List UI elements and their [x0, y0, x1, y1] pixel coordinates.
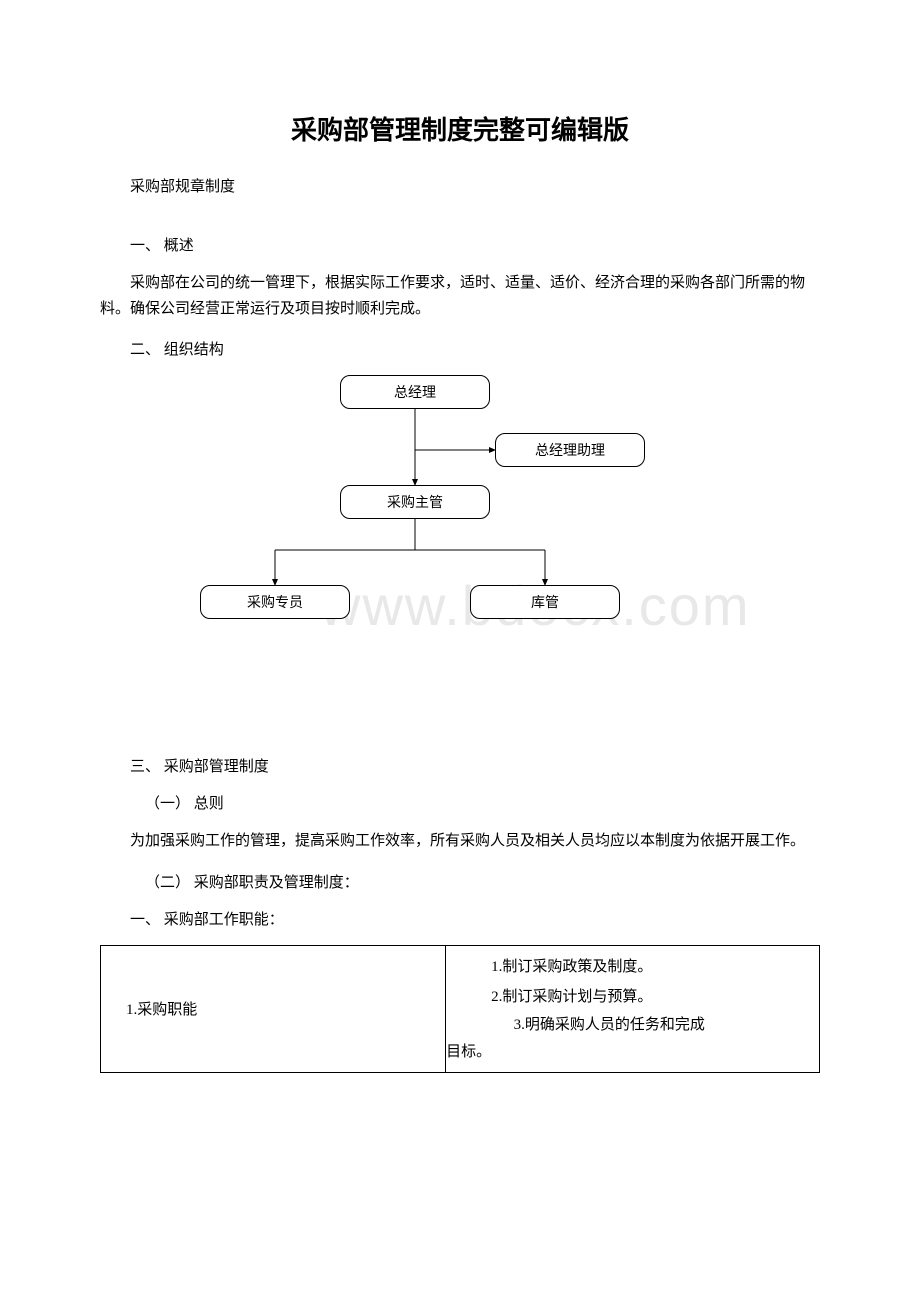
- section-3-sub3: 一、 采购部工作职能：: [100, 908, 820, 929]
- section-1-heading: 一、 概述: [100, 234, 820, 255]
- section-2-heading: 二、 组织结构: [100, 338, 820, 359]
- section-3-sub1: （一） 总则: [100, 792, 820, 813]
- table-row: 1.采购职能 1.制订采购政策及制度。 2.制订采购计划与预算。 3.明确采购人…: [101, 945, 820, 1072]
- org-node-gm: 总经理: [340, 375, 490, 409]
- table-right-item: 3.明确采购人员的任务和完成 目标。: [446, 1012, 809, 1066]
- org-chart: www.bdocx.com 总经理总经理助理采购主管采购专员库管: [150, 375, 710, 655]
- function-table-section: 1.采购职能 1.制订采购政策及制度。 2.制订采购计划与预算。 3.明确采购人…: [100, 945, 820, 1073]
- section-3-heading: 三、 采购部管理制度: [100, 755, 820, 776]
- section-3-sub1-body: 为加强采购工作的管理，提高采购工作效率，所有采购人员及相关人员均应以本制度为依据…: [100, 829, 820, 855]
- org-node-asst: 总经理助理: [495, 433, 645, 467]
- table-left-cell: 1.采购职能: [101, 945, 446, 1072]
- org-node-spec: 采购专员: [200, 585, 350, 619]
- org-node-wh: 库管: [470, 585, 620, 619]
- spacer: [100, 665, 820, 755]
- org-node-sup: 采购主管: [340, 485, 490, 519]
- function-table: 1.采购职能 1.制订采购政策及制度。 2.制订采购计划与预算。 3.明确采购人…: [100, 945, 820, 1073]
- section-3-sub2: （二） 采购部职责及管理制度：: [100, 871, 820, 892]
- document-subtitle: 采购部规章制度: [100, 175, 820, 196]
- table-right-item-3b: 目标。: [446, 1044, 491, 1060]
- section-1-body: 采购部在公司的统一管理下，根据实际工作要求，适时、适量、适价、经济合理的采购各部…: [100, 271, 820, 322]
- table-right-cell: 1.制订采购政策及制度。 2.制订采购计划与预算。 3.明确采购人员的任务和完成…: [446, 945, 820, 1072]
- table-right-item: 1.制订采购政策及制度。: [446, 952, 809, 982]
- table-right-item-3a: 3.明确采购人员的任务和完成: [491, 1017, 705, 1033]
- table-right-item: 2.制订采购计划与预算。: [446, 982, 809, 1012]
- page-title: 采购部管理制度完整可编辑版: [100, 110, 820, 147]
